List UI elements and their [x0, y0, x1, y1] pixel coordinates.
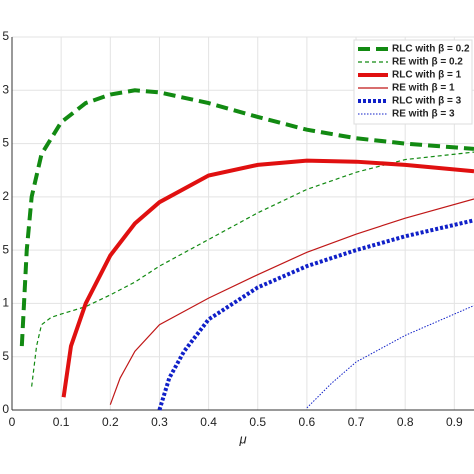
x-tick-label: 0.7: [348, 415, 365, 429]
legend-box: [353, 39, 473, 125]
x-axis-label: μ: [238, 431, 246, 446]
y-tick-label: 2: [2, 189, 9, 203]
legend-label: RE with β = 1: [392, 83, 455, 94]
x-tick-label: 0.5: [249, 415, 266, 429]
legend-label: RLC with β = 3: [392, 96, 462, 107]
series-line: [19, 88, 474, 347]
series-line: [31, 151, 474, 387]
series-line: [306, 305, 474, 409]
y-tick-label: 5: [2, 242, 9, 256]
legend-label: RE with β = 0.2: [392, 57, 463, 68]
x-tick-label: 0.6: [299, 415, 316, 429]
x-tick-label: 0.4: [200, 415, 217, 429]
y-tick-label: 5: [2, 29, 9, 43]
x-tick-label: 0.3: [151, 415, 168, 429]
legend-label: RLC with β = 0.2: [392, 44, 470, 55]
legend-label: RE with β = 3: [392, 109, 455, 120]
series-line: [109, 198, 474, 405]
y-tick-label: 3: [2, 82, 9, 96]
y-tick-label: 1: [2, 296, 9, 310]
y-tick-label: 5: [2, 349, 9, 363]
series-line: [157, 218, 474, 411]
y-tick-label: 0: [2, 402, 9, 416]
x-tick-label: 0: [9, 415, 16, 429]
legend-label: RLC with β = 1: [392, 70, 462, 81]
series-line: [61, 158, 474, 398]
x-tick-label: 0.2: [102, 415, 119, 429]
x-tick-label: 0.8: [397, 415, 414, 429]
x-tick-label: 0.9: [446, 415, 463, 429]
x-tick-label: 0.1: [53, 415, 70, 429]
y-tick-label: 5: [2, 136, 9, 150]
